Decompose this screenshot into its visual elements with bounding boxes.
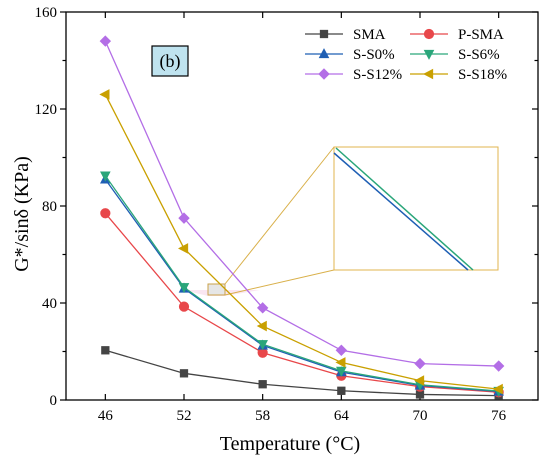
data-point-s-s12 (335, 344, 348, 356)
y-tick-label: 40 (42, 296, 57, 312)
data-point-sma (258, 380, 267, 389)
y-tick-label: 120 (35, 102, 58, 118)
legend-marker (318, 68, 330, 80)
legend-label: P-SMA (458, 27, 504, 43)
data-point-s-s18 (178, 243, 189, 254)
zoom-inset-frame (333, 146, 499, 271)
series-layer (99, 35, 505, 400)
series-line-sma (105, 349, 499, 397)
data-point-s-s12 (99, 35, 112, 47)
legend-marker (423, 28, 435, 40)
data-point-s-s18 (256, 320, 267, 332)
data-point-s-s6 (178, 283, 190, 294)
zoom-inset-line-s-s6 (335, 147, 474, 271)
data-point-sma (179, 369, 189, 378)
legend-marker (319, 29, 329, 39)
y-tick-label: 160 (35, 5, 58, 21)
data-point-s-s18 (414, 375, 425, 386)
series-s-s0 (100, 173, 504, 396)
x-tick-label: 46 (98, 408, 114, 424)
series-line-s-s0 (104, 178, 499, 393)
legend: SMA P-SMA S-S0% S-S6% S-S12% S-S18% (305, 27, 507, 83)
y-tick-label: 80 (42, 199, 57, 215)
legend-label: S-S12% (353, 67, 402, 83)
legend-entry-s-s0: S-S0% (305, 47, 395, 63)
series-line-s-s18 (104, 94, 499, 390)
data-point-s-s6 (336, 366, 347, 377)
data-point-s-s12 (256, 302, 269, 314)
legend-label: S-S6% (458, 47, 500, 63)
x-tick-label: 58 (255, 408, 270, 424)
x-tick-label: 52 (177, 408, 192, 424)
series-sma (101, 346, 503, 400)
data-point-s-s6 (100, 171, 111, 182)
x-tick-label: 64 (334, 408, 350, 424)
panel-label-box: (b) (151, 45, 189, 77)
legend-marker (423, 68, 434, 80)
data-point-s-s18 (99, 89, 110, 100)
zoom-inset (183, 146, 499, 296)
data-point-sma (101, 346, 110, 355)
legend-entry-p-sma: P-SMA (410, 27, 504, 43)
legend-label: S-S18% (458, 67, 507, 83)
panel-label: (b) (160, 51, 181, 72)
legend-marker (423, 49, 435, 60)
series-line-s-s6 (104, 175, 499, 392)
legend-entry-s-s18: S-S18% (410, 67, 507, 83)
data-point-s-s12 (178, 212, 190, 224)
legend-label: S-S0% (353, 47, 395, 63)
data-point-s-s6 (257, 340, 268, 351)
series-s-s6 (100, 171, 504, 397)
data-point-s-s18 (492, 383, 503, 395)
x-axis-title: Temperature (°C) (220, 433, 360, 455)
data-point-s-s18 (335, 357, 346, 368)
x-tick-label: 70 (413, 408, 428, 424)
series-s-s18 (99, 89, 503, 395)
legend-entry-s-s12: S-S12% (305, 67, 402, 83)
y-tick-label: 0 (50, 393, 58, 409)
data-point-s-s12 (492, 360, 505, 372)
zoom-connector-top (224, 146, 335, 285)
legend-entry-sma: SMA (305, 27, 386, 43)
data-point-p-sma (100, 208, 111, 219)
y-axis-title: G*/sinδ (KPa) (11, 156, 33, 272)
series-p-sma (100, 208, 504, 398)
zoom-inset-line-s-s0 (333, 152, 469, 271)
legend-marker (318, 48, 330, 59)
data-point-s-s12 (414, 357, 426, 370)
series-line-p-sma (104, 212, 499, 393)
data-point-p-sma (178, 301, 190, 312)
legend-label: SMA (353, 27, 386, 43)
series-s-s12 (99, 35, 505, 372)
series-line-s-s12 (104, 40, 499, 367)
x-tick-label: 76 (491, 408, 507, 424)
legend-entry-s-s6: S-S6% (410, 47, 500, 63)
zoom-connector-bottom (224, 269, 335, 296)
data-point-sma (337, 386, 346, 395)
